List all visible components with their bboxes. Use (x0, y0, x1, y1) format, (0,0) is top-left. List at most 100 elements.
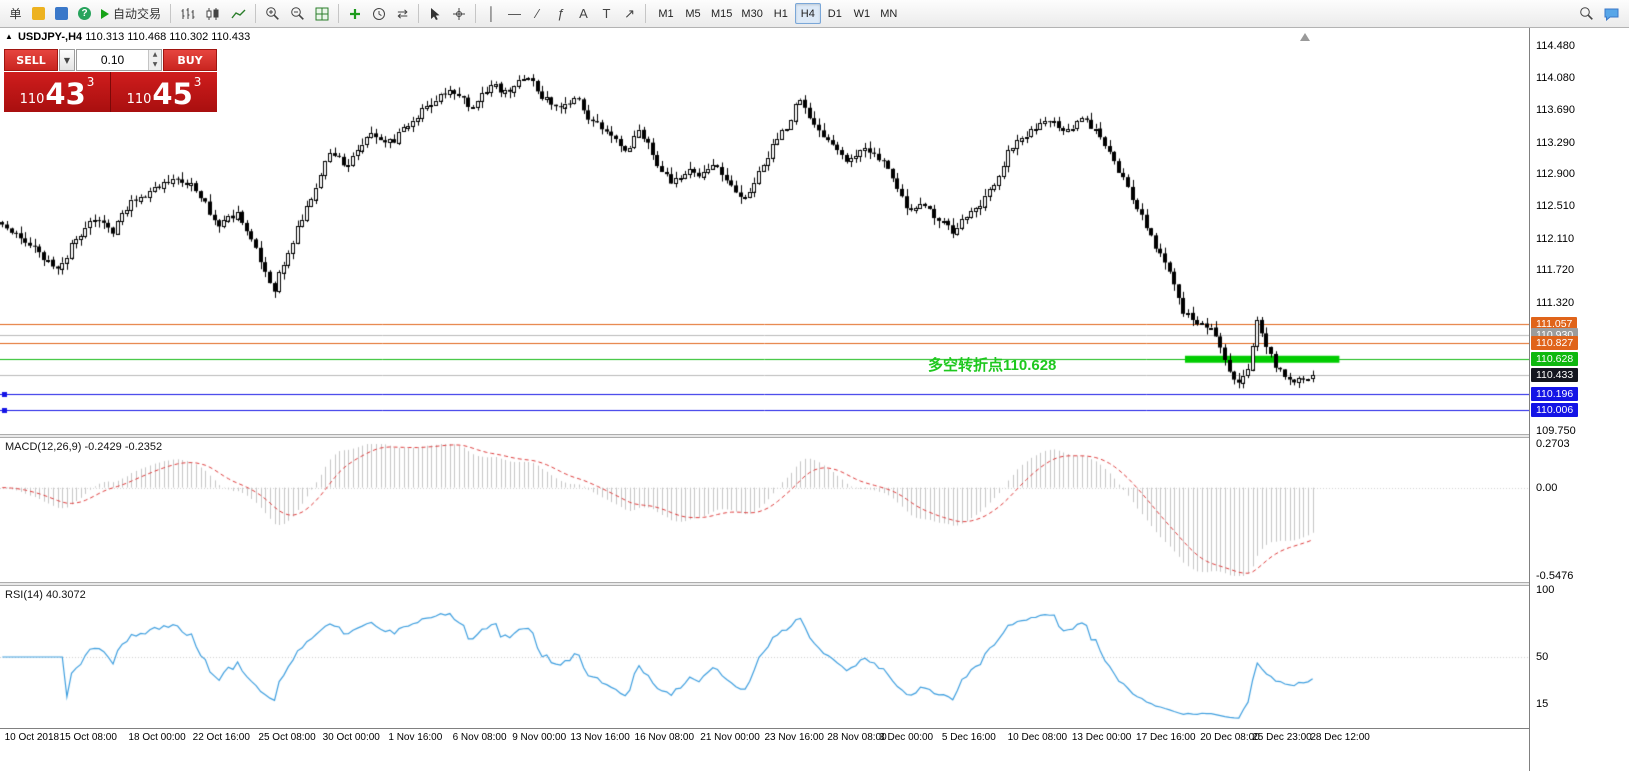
rsi-label: RSI(14) 40.3072 (5, 589, 86, 601)
time-label: 16 Nov 08:00 (634, 732, 695, 743)
time-label: 30 Oct 00:00 (322, 732, 380, 743)
zoom-out-button[interactable] (286, 3, 309, 24)
chart-plots: ▲ USDJPY-,H4 110.313 110.468 110.302 110… (0, 28, 1529, 771)
indicators-button[interactable] (344, 3, 366, 24)
price-chart-canvas[interactable] (0, 28, 1529, 434)
timeframe-m15[interactable]: M15 (711, 7, 733, 20)
collapse-triangle-icon: ▲ (5, 32, 13, 41)
crosshair-button[interactable] (448, 3, 470, 24)
chart-shift-marker-icon[interactable] (1300, 33, 1310, 41)
zoom-in-button[interactable] (261, 3, 284, 24)
pivot-annotation[interactable]: 多空转折点110.628 (928, 357, 1057, 374)
vertical-line-tool[interactable]: │ (481, 3, 502, 24)
sell-button[interactable]: SELL (4, 49, 58, 71)
text-tool-icon: A (579, 6, 588, 21)
rsi-pane: RSI(14) 40.3072 (0, 586, 1529, 728)
timeframe-m5[interactable]: M5 (685, 7, 701, 20)
spin-down-icon[interactable]: ▼ (149, 60, 161, 70)
help-button[interactable]: ? (74, 3, 95, 24)
timeframe-h1[interactable]: H1 (773, 7, 788, 20)
timeframe-d1[interactable]: D1 (827, 7, 842, 20)
chat-button[interactable] (1600, 3, 1624, 24)
clock-icon (373, 7, 386, 20)
bar-chart-type-button[interactable] (176, 3, 199, 24)
price-tick-label: 114.080 (1536, 72, 1575, 85)
label-tool[interactable]: T (596, 3, 617, 24)
timeframe-mn[interactable]: MN (880, 7, 898, 20)
toolbar-separator (255, 4, 257, 23)
macd-tick-label: 0.2703 (1536, 438, 1570, 450)
time-label: 5 Dec 16:00 (941, 732, 996, 743)
timeframe-h4[interactable]: H4 (794, 3, 821, 24)
arrows-tool[interactable]: ↗ (619, 3, 640, 24)
zoom-out-icon (291, 7, 304, 20)
horizontal-line-tool[interactable]: — (504, 3, 525, 24)
period-clock-button[interactable] (368, 3, 390, 24)
volume-input-wrap: ▲ ▼ (76, 49, 162, 71)
pane-separator[interactable] (0, 434, 1529, 438)
timeframe-m1[interactable]: M1 (658, 7, 674, 20)
trendline-tool[interactable]: ∕ (527, 3, 548, 24)
indicators-plus-icon (350, 8, 361, 19)
price-tick-label: 111.320 (1536, 297, 1575, 309)
volume-dropdown-button[interactable]: ▼ (59, 49, 75, 71)
zoom-in-icon (266, 7, 279, 20)
timeframe-group: M1 M5 M15 M30 H1 H4 D1 W1 MN (653, 3, 902, 24)
time-axis[interactable]: 10 Oct 2018 15 Oct 08:00 18 Oct 00:00 22 Oc… (0, 728, 1529, 746)
navigator-button[interactable] (51, 3, 72, 24)
time-label: 10 Dec 08:00 (1007, 732, 1068, 743)
timeframe-w1[interactable]: W1 (853, 7, 871, 20)
buy-price-pips: 45 (152, 77, 193, 111)
time-label: 17 Dec 16:00 (1136, 732, 1196, 743)
market-watch-button[interactable] (28, 3, 49, 24)
pane-separator[interactable] (0, 582, 1529, 586)
time-label: 21 Nov 00:00 (700, 732, 760, 743)
cursor-icon (431, 7, 440, 20)
rsi-tick-label: 50 (1536, 651, 1549, 663)
macd-tick-label: 0.00 (1536, 481, 1558, 494)
spin-up-icon[interactable]: ▲ (149, 50, 161, 60)
line-chart-icon (231, 9, 246, 18)
line-chart-type-button[interactable] (227, 3, 250, 24)
arrow-tool-icon: ↗ (624, 6, 635, 21)
new-order-button[interactable]: 单 (5, 3, 26, 24)
toolbar-right-group (1575, 3, 1624, 24)
search-icon (1580, 7, 1593, 20)
rsi-canvas[interactable] (0, 586, 1529, 728)
time-label: 13 Dec 00:00 (1071, 732, 1132, 743)
tile-windows-button[interactable] (311, 3, 333, 24)
time-label: 20 Dec 08:00 (1200, 732, 1260, 743)
main-toolbar: 单 ? 自动交易 (0, 0, 1629, 28)
cursor-button[interactable] (424, 3, 446, 24)
autotrade-play-icon (101, 8, 109, 19)
sell-price-tile[interactable]: 110 43 3 (4, 72, 111, 112)
volume-input[interactable] (77, 50, 148, 70)
buy-button[interactable]: BUY (163, 49, 217, 71)
candlestick-type-button[interactable] (201, 3, 225, 24)
bar-chart-icon (181, 7, 195, 19)
toolbar-separator (418, 4, 420, 23)
time-label: 9 Nov 00:00 (512, 732, 567, 743)
price-axis-column[interactable]: 114.480 114.080 113.690 113.290 112.900 112.5… (1529, 28, 1629, 771)
timeframe-m30[interactable]: M30 (741, 7, 763, 20)
price-tick-label: 112.110 (1536, 232, 1575, 245)
chart-shift-button[interactable]: ⇄ (392, 3, 413, 24)
trendline-icon: ∕ (536, 6, 539, 21)
toolbar-separator (645, 4, 647, 23)
fibonacci-tool[interactable]: ƒ (550, 3, 571, 24)
macd-canvas[interactable] (0, 438, 1529, 582)
autotrade-button[interactable]: 自动交易 (97, 3, 165, 24)
time-label: 10 Oct 2018 (4, 732, 60, 743)
crosshair-icon (453, 7, 466, 20)
time-label: 13 Nov 16:00 (570, 732, 630, 743)
toolbar-separator (170, 4, 172, 23)
buy-price-sup: 3 (193, 75, 202, 89)
price-level-badge: 110.006 (1531, 402, 1579, 417)
horizontal-line-icon: — (508, 6, 522, 21)
text-tool[interactable]: A (573, 3, 594, 24)
buy-price-tile[interactable]: 110 45 3 (111, 72, 217, 112)
chart-title: ▲ USDJPY-,H4 110.313 110.468 110.302 110… (5, 31, 250, 43)
time-label: 23 Nov 16:00 (764, 732, 825, 743)
search-button[interactable] (1575, 3, 1598, 24)
